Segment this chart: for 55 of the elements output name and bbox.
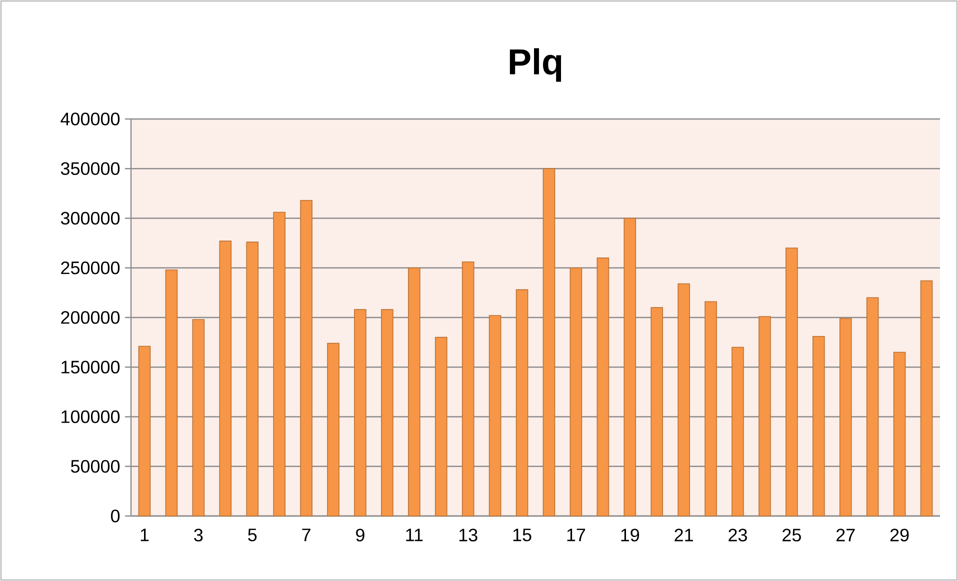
bar <box>893 352 906 516</box>
bar <box>839 318 852 516</box>
y-tick-label: 350000 <box>60 162 120 175</box>
bar <box>866 297 879 516</box>
bar <box>920 280 933 516</box>
x-tick-label: 13 <box>459 528 478 542</box>
y-tick-label: 150000 <box>62 360 120 374</box>
bar <box>219 240 232 516</box>
bar <box>542 168 556 516</box>
bar <box>381 309 394 516</box>
x-tick-label: 29 <box>890 528 909 542</box>
bar <box>786 248 798 516</box>
bar <box>570 267 582 516</box>
x-tick-label: 27 <box>836 528 855 542</box>
y-tick-label: 50000 <box>70 460 120 473</box>
x-tick-label: 11 <box>406 528 423 542</box>
bar <box>408 267 420 516</box>
x-tick-label: 23 <box>728 528 747 542</box>
bar <box>246 242 258 516</box>
x-tick-label: 9 <box>356 528 364 542</box>
chart-title: Plq <box>510 48 562 82</box>
bar <box>624 218 636 516</box>
x-tick-label: 19 <box>621 528 640 542</box>
bar <box>192 319 205 516</box>
bar <box>138 346 151 516</box>
bar <box>596 258 610 516</box>
bar <box>273 212 286 516</box>
x-tick-label: 15 <box>513 528 532 542</box>
bar <box>812 336 825 516</box>
bar <box>678 283 690 516</box>
bar <box>327 342 340 516</box>
bar <box>758 316 771 516</box>
y-tick-label: 200000 <box>61 311 120 324</box>
y-tick-label: 0 <box>110 510 120 522</box>
bar <box>488 315 502 516</box>
x-tick-label: 5 <box>248 528 257 542</box>
y-tick-label: 300000 <box>60 212 120 225</box>
bar <box>650 307 663 516</box>
y-tick-label: 250000 <box>61 261 120 274</box>
bar <box>732 346 744 516</box>
bar <box>434 336 448 516</box>
x-tick-label: 1 <box>140 528 149 542</box>
y-tick-label: 400000 <box>60 112 120 126</box>
x-tick-label: 21 <box>674 528 693 542</box>
x-tick-label: 3 <box>194 528 203 542</box>
x-tick-label: 25 <box>782 528 801 542</box>
bar <box>165 269 178 516</box>
bar <box>354 309 366 516</box>
x-tick-label: 17 <box>567 528 586 542</box>
bar <box>704 301 717 516</box>
bar <box>300 200 312 516</box>
bar <box>516 289 528 516</box>
y-tick-label: 100000 <box>62 410 120 424</box>
x-tick-label: 7 <box>302 528 310 542</box>
bar <box>462 262 474 516</box>
